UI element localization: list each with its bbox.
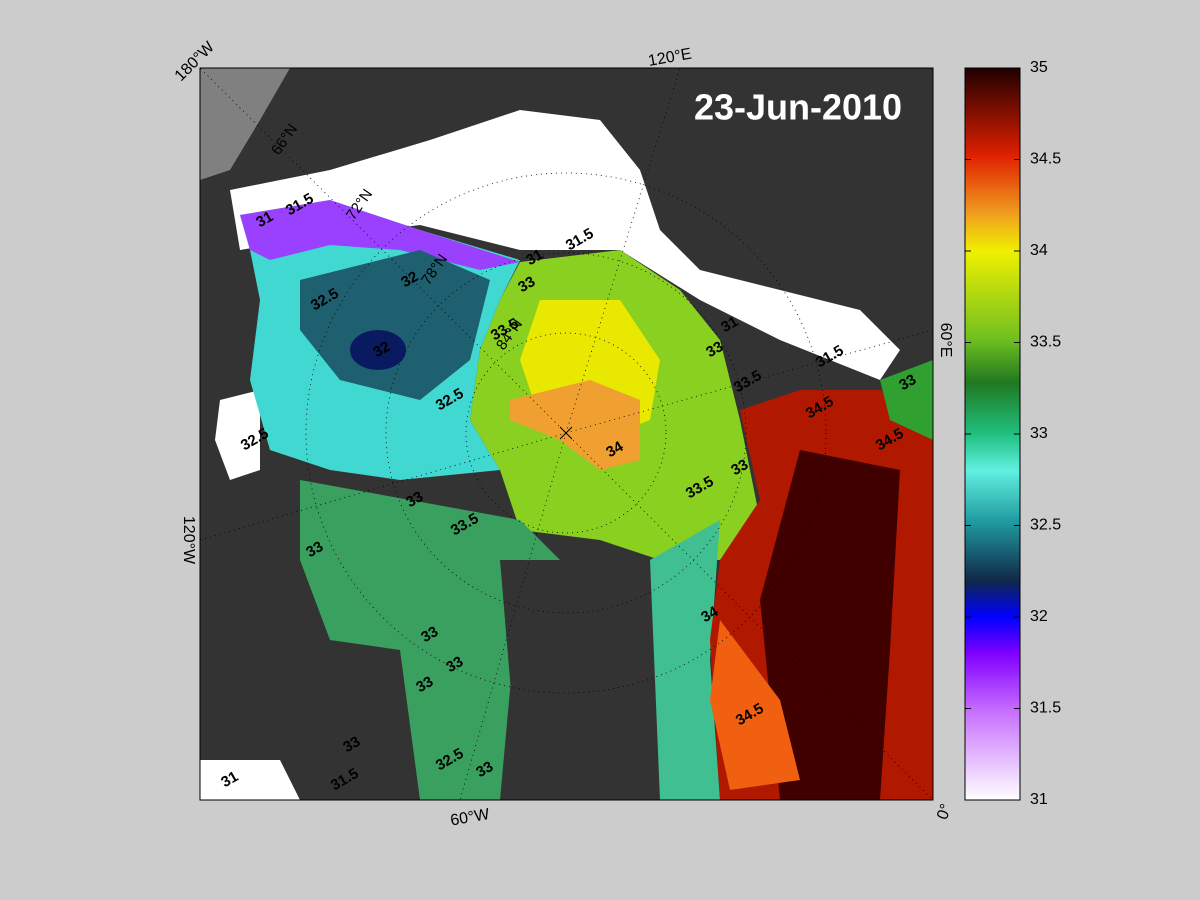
parallel — [465, 332, 667, 534]
longitude-label: 120°E — [647, 46, 693, 70]
meridian — [200, 432, 567, 541]
colorbar-tick-label: 34 — [1030, 242, 1048, 259]
contour-label: 34 — [603, 438, 627, 461]
colorbar-tick-label: 33 — [1030, 425, 1048, 442]
colorbar-tick-label: 35 — [1030, 59, 1048, 76]
colorbar — [964, 67, 1021, 801]
date-label: 23-Jun-2010 — [694, 87, 902, 128]
contour-label: 33 — [418, 623, 441, 646]
contour-label: 33 — [728, 456, 751, 479]
ocean-fresh — [240, 200, 520, 270]
contour-label: 33 — [896, 371, 919, 394]
contour-label: 31 — [523, 246, 546, 269]
colorbar-tick-label: 32.5 — [1030, 517, 1061, 534]
ocean-mid — [300, 250, 490, 400]
ocean-atlantic-core — [760, 450, 900, 800]
land-mask — [200, 68, 290, 180]
contour-label: 33 — [443, 653, 466, 676]
ocean-channels — [300, 480, 560, 800]
colorbar-tick-label: 33.5 — [1030, 334, 1061, 351]
contour-label: 33 — [340, 733, 363, 756]
ice — [230, 110, 900, 380]
ocean-deep — [350, 330, 406, 370]
meridian — [200, 68, 567, 434]
contour-label: 33 — [703, 338, 726, 361]
colorbar-tick-label: 31 — [1030, 791, 1048, 808]
map-frame — [199, 67, 934, 801]
contour-label: 34 — [698, 603, 722, 626]
ice — [215, 390, 260, 480]
contour-label: 33 — [403, 488, 426, 511]
pole-marker — [559, 426, 573, 440]
ocean-atlantic-edge — [710, 620, 800, 790]
ocean-edge — [880, 360, 933, 440]
contour-label: 33 — [303, 538, 326, 561]
longitude-label: 120°W — [180, 516, 197, 565]
meridian — [565, 329, 933, 434]
contour-label: 32 — [370, 338, 393, 361]
contour-label: 33 — [515, 273, 538, 296]
colorbar-tick-label: 32 — [1030, 608, 1048, 625]
contour-label: 31 — [218, 768, 241, 791]
contour-label: 32 — [398, 268, 421, 291]
contour-label: 33 — [473, 758, 496, 781]
colorbar-tick-label: 34.5 — [1030, 151, 1061, 168]
map-area — [200, 68, 933, 800]
ocean-highest — [510, 380, 640, 470]
ice — [200, 760, 300, 800]
colorbar-tick-label: 31.5 — [1030, 700, 1061, 717]
parallel — [305, 172, 827, 694]
longitude-label: 0° — [934, 802, 955, 822]
greenland — [500, 560, 650, 800]
longitude-label: 60°E — [937, 323, 954, 358]
contour-label: 31 — [253, 208, 276, 231]
parallel — [385, 252, 747, 614]
longitude-label: 60°W — [449, 806, 492, 830]
ocean-strait — [650, 520, 720, 800]
contour-label: 33 — [413, 673, 436, 696]
contour-label: 31 — [718, 313, 741, 336]
